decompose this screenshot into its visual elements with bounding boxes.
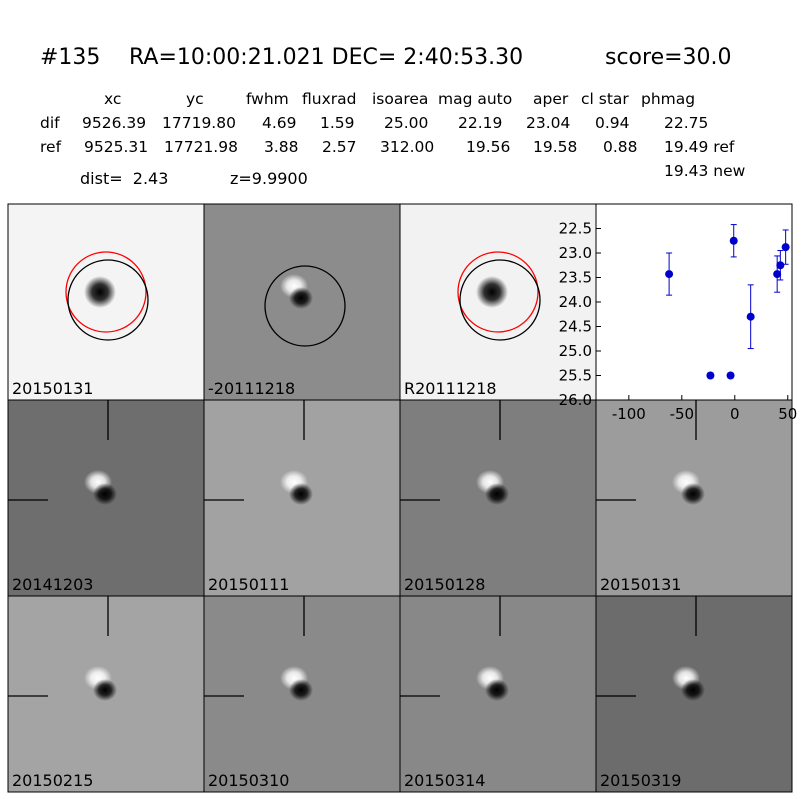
stamp-label: -20111218 <box>208 379 295 398</box>
stamp-label: 20150314 <box>404 771 485 790</box>
stamp-label: 20150111 <box>208 575 289 594</box>
dist: dist= 2.43 <box>80 169 168 188</box>
table-cell: 2.57 <box>322 138 357 156</box>
stamp-label: R20111218 <box>404 379 497 398</box>
aperture-circle <box>67 259 149 341</box>
column-header: cl star <box>581 90 629 108</box>
table-cell: 25.00 <box>384 114 428 132</box>
column-header: aper <box>533 90 569 108</box>
table-cell: 17721.98 <box>164 138 238 156</box>
table-cell: 0.94 <box>595 114 630 132</box>
aperture-circle <box>459 259 541 341</box>
x-tick-label: -100 <box>612 405 646 423</box>
table-cell: 22.75 <box>664 114 708 132</box>
point <box>665 270 674 279</box>
stamp-label: 20150131 <box>600 575 681 594</box>
source-blob <box>84 276 116 308</box>
table-cell: 1.59 <box>320 114 355 132</box>
x-tick-label: 50 <box>778 405 797 423</box>
y-tick-label: 23.0 <box>559 244 592 262</box>
stamp-label: 20150131 <box>12 379 93 398</box>
y-tick-label: 26.0 <box>559 391 592 409</box>
point <box>746 312 755 321</box>
negative-blob <box>681 483 705 505</box>
x-tick-label: -50 <box>670 405 695 423</box>
x-tick-label: 0 <box>730 405 740 423</box>
table-cell: 0.88 <box>603 138 638 156</box>
stamp-label: 20150128 <box>404 575 485 594</box>
point <box>729 236 738 245</box>
y-tick-label: 25.0 <box>559 342 592 360</box>
table-cell: 22.19 <box>458 114 502 132</box>
negative-blob <box>93 483 117 505</box>
column-header: xc <box>104 90 121 108</box>
header-coords: RA=10:00:21.021 DEC= 2:40:53.30 <box>129 45 523 70</box>
table-cell: 312.00 <box>380 138 434 156</box>
redshift: z=9.9900 <box>230 169 308 188</box>
plot-area <box>595 203 793 401</box>
negative-blob <box>681 679 705 701</box>
y-tick-label: 22.5 <box>559 220 592 238</box>
header-id: #135 <box>40 45 100 70</box>
column-header: isoarea <box>372 90 428 108</box>
negative-blob <box>289 483 313 505</box>
column-header: mag auto <box>438 90 512 108</box>
table-cell: 9525.31 <box>84 138 148 156</box>
point <box>726 371 735 380</box>
y-tick-label: 24.5 <box>559 318 592 336</box>
stamp-label: 20150310 <box>208 771 289 790</box>
source-blob <box>476 276 508 308</box>
table-cell: 3.88 <box>264 138 299 156</box>
y-tick-label: 25.5 <box>559 367 592 385</box>
negative-blob <box>485 679 509 701</box>
ref-circle <box>65 251 147 333</box>
point <box>706 371 715 380</box>
header-score: score=30.0 <box>605 45 732 70</box>
stamp-label: 20150319 <box>600 771 681 790</box>
negative-blob <box>93 679 117 701</box>
point <box>773 270 782 279</box>
table-cell: 19.58 <box>533 138 577 156</box>
negative-blob <box>289 287 313 309</box>
table-cell: 23.04 <box>526 114 570 132</box>
y-tick-label: 24.0 <box>559 293 592 311</box>
phmag-new: 19.43 new <box>664 162 746 180</box>
column-header: phmag <box>641 90 695 108</box>
table-cell: 19.56 <box>466 138 510 156</box>
table-cell: 4.69 <box>262 114 297 132</box>
stamp-label: 20141203 <box>12 575 93 594</box>
column-header: fluxrad <box>302 90 356 108</box>
column-header: yc <box>186 90 204 108</box>
table-cell: 19.49 ref <box>664 138 735 156</box>
y-tick-label: 23.5 <box>559 269 592 287</box>
ref-circle <box>457 251 539 333</box>
stamp-label: 20150215 <box>12 771 93 790</box>
negative-blob <box>485 483 509 505</box>
column-header: fwhm <box>246 90 289 108</box>
point <box>781 243 790 252</box>
table-cell: 9526.39 <box>82 114 146 132</box>
table-cell: dif <box>40 114 60 132</box>
table-cell: ref <box>40 138 62 156</box>
table-cell: 17719.80 <box>162 114 236 132</box>
negative-blob <box>289 679 313 701</box>
aperture-circle <box>264 265 346 347</box>
point <box>776 261 785 270</box>
